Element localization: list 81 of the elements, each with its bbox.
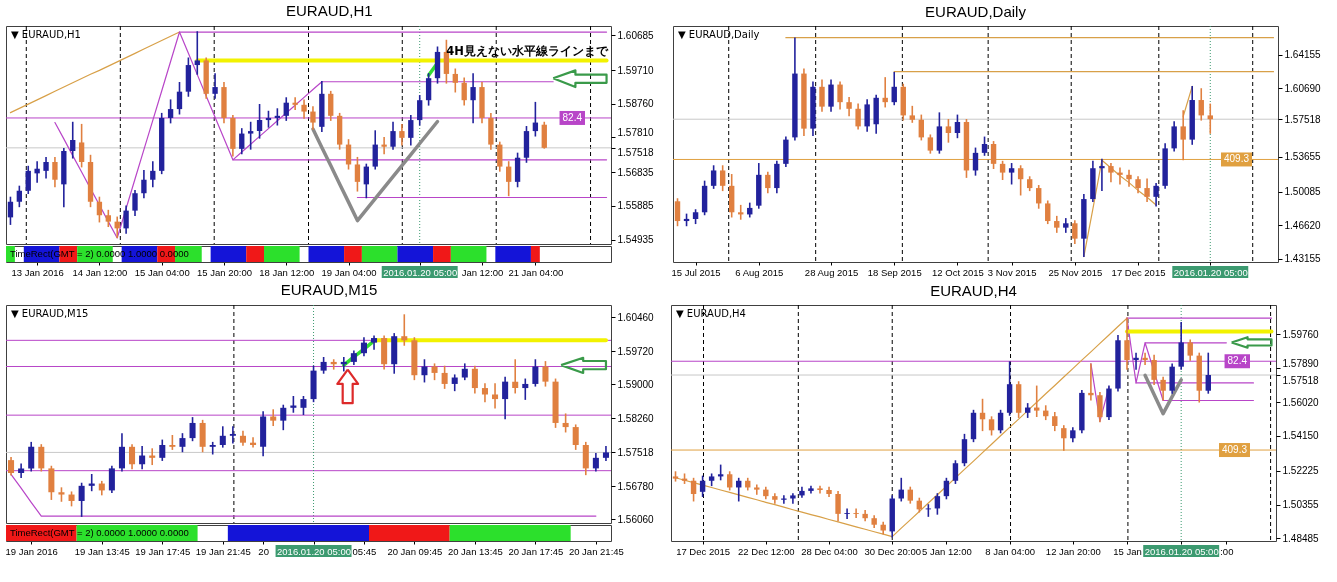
y-tick-label: 1.60685 (617, 29, 655, 41)
x-tick-label: 15 Jan 20:00 (197, 266, 252, 278)
chart-subtitle: ▼ EURAUD,H4 (676, 308, 746, 319)
chart-title: EURAUD,Daily (925, 2, 1027, 20)
x-tick-label: 19 Jan 2016 (5, 545, 58, 557)
x-tick-label: 12 Jan 20:00 (1045, 545, 1101, 557)
x-tick-label: 20 (258, 545, 269, 557)
x-tick-label: 19 Jan 21:45 (195, 545, 251, 557)
x-tick-label: :00 (1220, 545, 1234, 557)
y-tick-label: 1.58760 (617, 98, 655, 110)
y-tick-label: 1.59000 (617, 378, 655, 390)
chart-title: EURAUD,H4 (930, 281, 1017, 299)
y-tick-label: 1.59710 (617, 64, 655, 76)
x-tick-label: 3 Nov 2015 (987, 266, 1037, 278)
x-tick-label: 20 Jan 09:45 (387, 545, 443, 557)
x-tick-label: 2016.01.20 05:00 (383, 266, 458, 278)
chart-title: EURAUD,M15 (280, 281, 378, 298)
x-tick-label: 15 Jan 04:00 (134, 266, 190, 278)
y-tick-label: 1.46620 (1284, 219, 1322, 231)
x-tick-label: 2016.01.20 05:00 (277, 545, 352, 557)
y-tick-label: 1.50085 (1284, 186, 1322, 198)
x-tick-label: 18 Jan 12:00 (259, 266, 315, 278)
x-tick-label: 30 Dec 20:00 (864, 545, 921, 557)
y-tick-label: 1.57518 (1284, 113, 1322, 125)
x-tick-label: 15 Jan (1113, 545, 1142, 557)
x-tick-label: 18 Sep 2015 (867, 266, 922, 278)
x-tick-label: 12 Oct 2015 (932, 266, 984, 278)
annotation: 409.3 (1223, 153, 1250, 165)
y-tick-label: 1.59760 (1282, 328, 1320, 340)
y-tick-label: 1.57518 (617, 147, 655, 159)
x-tick-label: 17 Dec 2015 (1111, 266, 1166, 278)
x-tick-label: 5 Jan 12:00 (922, 545, 972, 557)
y-tick-label: 1.60460 (617, 311, 655, 323)
x-tick-label: 05:45 (352, 545, 377, 557)
x-tick-label: 13 Jan 2016 (11, 266, 64, 278)
chart-subtitle: ▼ EURAUD,H1 (11, 29, 81, 40)
y-tick-label: 1.59720 (617, 345, 655, 357)
x-tick-label: 19 Jan 13:45 (74, 545, 130, 557)
x-tick-label: 17 Dec 2015 (676, 545, 731, 557)
y-tick-label: 1.56060 (617, 513, 655, 525)
y-tick-label: 1.55885 (617, 200, 655, 212)
x-tick-label: 21 Jan 04:00 (508, 266, 564, 278)
x-tick-label: 19 Jan 17:45 (135, 545, 191, 557)
x-tick-label: 2016.01.20 05:00 (1144, 545, 1219, 557)
y-tick-label: 1.56835 (617, 166, 655, 178)
x-tick-label: 6 Aug 2015 (735, 266, 784, 278)
x-tick-label: 22 Dec 12:00 (738, 545, 795, 557)
x-tick-label: 14 Jan 12:00 (72, 266, 128, 278)
chart-subtitle: ▼ EURAUD,M15 (11, 308, 89, 319)
x-tick-label: 28 Aug 2015 (804, 266, 859, 278)
y-tick-label: 1.57518 (617, 446, 655, 458)
x-tick-label: 20 Jan 21:45 (568, 545, 624, 557)
y-tick-label: 1.43155 (1284, 253, 1322, 265)
y-tick-label: 1.57810 (617, 126, 655, 138)
y-tick-label: 1.60690 (1284, 82, 1322, 94)
y-tick-label: 1.57890 (1282, 357, 1320, 369)
y-tick-label: 1.56020 (1282, 396, 1320, 408)
y-tick-label: 1.54150 (1282, 430, 1320, 442)
annotation: 82.4 (562, 111, 583, 123)
x-tick-label: 8 Jan 04:00 (985, 545, 1035, 557)
x-tick-label: 25 Nov 2015 (1048, 266, 1103, 278)
x-tick-label: 15 Jul 2015 (671, 266, 721, 278)
x-tick-label: 20 Jan 13:45 (447, 545, 503, 557)
y-tick-label: 1.53655 (1284, 151, 1322, 163)
x-tick-label: 20 Jan 17:45 (508, 545, 564, 557)
annotation: 82.4 (1227, 355, 1248, 367)
y-tick-label: 1.54935 (617, 234, 655, 246)
x-tick-label: Jan 12:00 (461, 266, 504, 278)
annotation: 409.3 (1221, 444, 1248, 456)
y-tick-label: 1.56780 (617, 480, 655, 492)
chart-subtitle: ▼ EURAUD,Daily (678, 29, 760, 40)
x-tick-label: 28 Dec 04:00 (801, 545, 858, 557)
y-tick-label: 1.50355 (1282, 499, 1320, 511)
chart-title: EURAUD,H1 (285, 2, 373, 19)
y-tick-label: 1.57518 (1282, 374, 1320, 386)
x-tick-label: 2016.01.20 05:00 (1173, 266, 1248, 278)
y-tick-label: 1.58260 (617, 412, 655, 424)
x-tick-label: 19 Jan 04:00 (321, 266, 377, 278)
y-tick-label: 1.64155 (1284, 49, 1322, 61)
y-tick-label: 1.52225 (1282, 465, 1320, 477)
y-tick-label: 1.48485 (1282, 532, 1320, 544)
